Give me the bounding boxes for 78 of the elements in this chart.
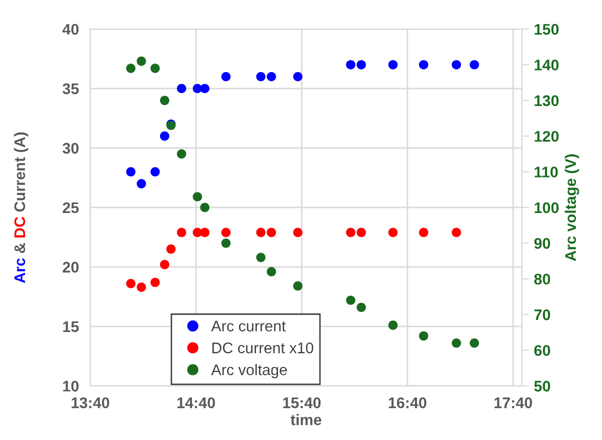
y-axis-title: Arc & DC Current (A): [14, 132, 28, 283]
point: [176, 149, 186, 159]
point: [293, 228, 302, 238]
point: [356, 60, 366, 70]
point: [266, 72, 276, 82]
point: [470, 60, 480, 70]
point: [418, 60, 428, 70]
y-tick-label: 10: [63, 380, 79, 392]
point: [388, 320, 398, 330]
point: [150, 278, 160, 288]
point: [160, 131, 170, 141]
y-tick-label: 40: [62, 24, 79, 35]
point: [176, 84, 186, 94]
point: [150, 167, 160, 176]
y2-tick-label: 60: [534, 345, 550, 356]
point: [200, 202, 210, 212]
legend-label: DC current x10: [212, 342, 314, 354]
y-tick-label: 15: [63, 321, 79, 332]
point: [388, 60, 398, 70]
y2-tick-label: 90: [534, 238, 550, 249]
x-axis-title: time: [290, 414, 322, 426]
point: [346, 296, 356, 305]
point: [266, 267, 276, 276]
y-tick-label: 20: [62, 262, 79, 273]
y-tick-label: 30: [62, 142, 79, 154]
point: [136, 282, 146, 292]
point: [356, 302, 366, 312]
point: [346, 60, 356, 70]
point: [356, 228, 366, 238]
y2-tick-label: 110: [534, 166, 558, 178]
x-tick-label: 17:40: [494, 397, 532, 408]
point: [256, 228, 266, 238]
point: [388, 228, 398, 238]
point: [418, 331, 428, 341]
point: [293, 281, 302, 291]
legend-label: Arc voltage: [211, 364, 287, 378]
point: [136, 56, 146, 66]
point: [126, 167, 136, 176]
point: [136, 179, 146, 188]
point: [221, 228, 231, 238]
y2-axis-title: Arc voltage (V): [564, 154, 580, 261]
y2-tick-label: 140: [534, 60, 559, 70]
point: [126, 278, 136, 288]
point: [200, 84, 210, 94]
x-tick-label: 16:40: [388, 397, 426, 408]
y-tick-label: 25: [62, 202, 79, 214]
y2-tick-label: 120: [534, 130, 559, 142]
y2-tick-label: 80: [534, 274, 550, 285]
point: [221, 238, 231, 248]
y2-tick-label: 70: [534, 309, 550, 320]
point: [150, 64, 160, 73]
point: [126, 64, 136, 73]
point: [470, 338, 480, 348]
point: [176, 228, 186, 238]
x-tick-label: 15:40: [283, 397, 321, 408]
point: [221, 72, 231, 82]
point: [160, 96, 170, 106]
y2-tick-label: 100: [534, 202, 559, 214]
point: [452, 228, 462, 238]
point: [418, 228, 428, 238]
point: [293, 72, 302, 82]
point: [200, 228, 210, 238]
point: [452, 338, 462, 348]
point: [266, 228, 276, 238]
point: [166, 244, 176, 254]
y-tick-label: 35: [62, 83, 79, 94]
x-tick-label: 14:40: [177, 397, 215, 408]
point: [452, 60, 462, 70]
y2-tick-label: 150: [534, 24, 559, 35]
point: [192, 192, 202, 202]
point: [160, 260, 170, 270]
y2-tick-label: 130: [534, 95, 559, 106]
legend-label: Arc current: [211, 320, 286, 332]
y2-tick-label: 50: [534, 380, 550, 392]
x-tick-label: 13:40: [72, 397, 110, 408]
point: [256, 72, 266, 82]
point: [346, 228, 356, 238]
point: [256, 252, 266, 262]
